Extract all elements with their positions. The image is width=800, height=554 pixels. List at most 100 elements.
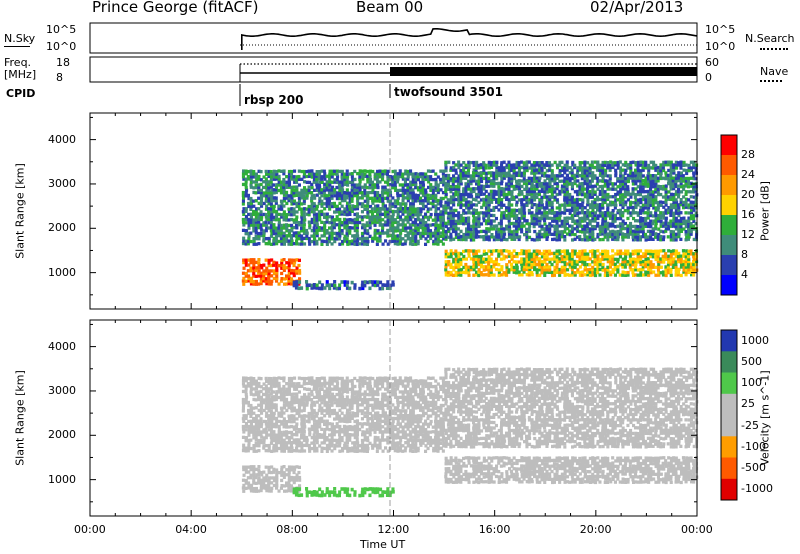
power-cell (616, 190, 620, 194)
power-cell (399, 188, 403, 192)
power-cell (586, 268, 590, 272)
power-cell (586, 227, 590, 231)
power-cell (280, 258, 284, 262)
power-cell (323, 221, 327, 225)
power-cell (328, 226, 332, 230)
power-cell (674, 254, 678, 258)
power-cell (427, 228, 431, 233)
power-cell (581, 254, 585, 258)
power-cell (629, 224, 633, 229)
power-cell (500, 238, 504, 242)
power-cell (340, 212, 344, 216)
power-cell (398, 242, 402, 246)
power-cell (444, 195, 448, 199)
power-cell (560, 222, 564, 226)
power-cell (551, 219, 555, 223)
power-cell (684, 190, 688, 194)
power-cell (246, 269, 250, 273)
power-cell (667, 182, 671, 186)
power-cell (452, 219, 456, 223)
power-cell (595, 198, 599, 202)
power-cell (528, 166, 532, 170)
power-cell (638, 169, 642, 173)
power-cell (522, 209, 526, 213)
power-cell (279, 180, 283, 184)
power-cell (297, 263, 301, 268)
power-cell (482, 252, 486, 256)
power-cell (307, 236, 311, 241)
power-cell (649, 181, 653, 186)
power-cell (503, 232, 507, 236)
power-cell (694, 211, 698, 215)
power-cell (661, 166, 665, 170)
power-cell (490, 200, 494, 204)
power-cell (654, 257, 658, 262)
power-cell (434, 209, 438, 214)
power-cell (659, 163, 663, 167)
power-cell (596, 221, 600, 226)
power-cell (611, 195, 615, 199)
power-cell (446, 203, 450, 207)
power-cell (454, 179, 458, 183)
power-cell (299, 229, 303, 233)
power-cell (479, 235, 483, 239)
power-cell (608, 224, 612, 228)
power-cell (533, 229, 537, 234)
power-cell (661, 195, 665, 199)
power-cell (310, 196, 314, 201)
power-cell (436, 198, 440, 203)
velocity-cell (280, 484, 284, 488)
power-cell (591, 267, 595, 271)
power-cell (674, 219, 678, 223)
power-cell (310, 229, 314, 233)
power-cell (381, 283, 385, 287)
power-cell (618, 255, 622, 259)
power-cell (634, 268, 638, 272)
power-cell (638, 227, 642, 231)
power-cell (591, 208, 595, 213)
power-cell (452, 208, 456, 213)
velocity-cell (254, 467, 258, 471)
power-cell (464, 171, 468, 175)
power-cell (500, 179, 504, 183)
power-cell (576, 252, 580, 256)
power-cell (254, 199, 258, 203)
power-cell (370, 207, 374, 211)
power-cell (447, 214, 451, 218)
power-cell (586, 217, 590, 221)
power-cell (659, 192, 663, 197)
power-cell (621, 176, 625, 181)
power-cell (469, 177, 473, 181)
power-cell (365, 215, 369, 219)
power-cell (312, 207, 316, 211)
power-cell (548, 197, 552, 202)
power-cell (553, 268, 557, 272)
power-cell (616, 249, 620, 253)
power-cell (383, 283, 387, 287)
power-cell (543, 163, 547, 167)
power-cell (416, 218, 420, 222)
power-cell (244, 209, 248, 213)
power-cell (634, 219, 638, 223)
power-cell (570, 273, 574, 277)
power-cell (269, 207, 273, 211)
power-cell (330, 180, 334, 184)
power-cell (376, 183, 380, 187)
power-cell (454, 227, 458, 231)
power-cell (677, 251, 681, 256)
power-cell (317, 175, 321, 179)
power-cell (386, 169, 390, 173)
power-cell (591, 249, 595, 253)
power-cell (252, 268, 256, 273)
power-cell (446, 184, 450, 188)
power-cell (654, 235, 658, 239)
power-cell (279, 228, 283, 232)
power-cell (558, 171, 562, 175)
power-cell (588, 205, 592, 210)
power-cell (312, 283, 316, 287)
power-cell (507, 270, 511, 274)
power-cell (411, 236, 415, 241)
power-cell (681, 203, 685, 207)
power-cell (249, 177, 253, 182)
power-cell (497, 200, 501, 205)
